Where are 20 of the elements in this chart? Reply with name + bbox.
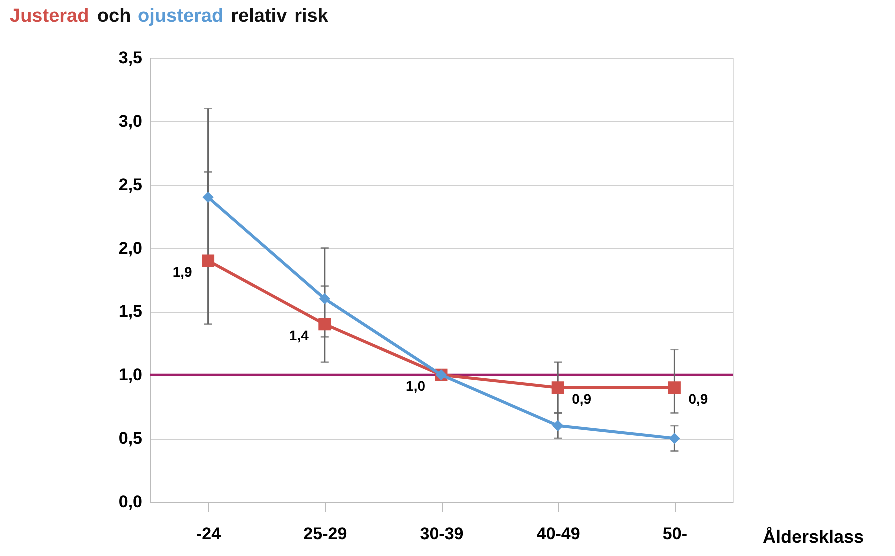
- y-tick-label: 0,5: [118, 429, 142, 448]
- y-tick-label: 1,5: [118, 302, 142, 322]
- x-tick-label: -24: [196, 524, 222, 544]
- y-tick-label: 2,0: [118, 238, 142, 258]
- y-tick-label: 0,0: [118, 492, 142, 512]
- data-label: 0,9: [572, 390, 592, 407]
- y-tick-label: 1,0: [118, 366, 142, 385]
- data-label: 0,9: [688, 390, 708, 407]
- x-tick-label: 40-49: [536, 524, 580, 544]
- data-label: 1,4: [289, 327, 310, 344]
- x-tick-label: 25-29: [304, 524, 348, 544]
- x-axis-title: Åldersklass: [763, 527, 864, 547]
- data-label: 1,0: [406, 378, 426, 394]
- y-tick-label: 3,5: [118, 48, 142, 68]
- chart-title: Justerad och ojusterad relativ risk: [10, 6, 329, 27]
- x-tick-label: 50-: [662, 524, 688, 544]
- y-tick-label: 2,5: [118, 175, 142, 194]
- data-label: 1,9: [172, 264, 193, 280]
- x-tick-label: 30-39: [420, 524, 464, 544]
- y-tick-label: 3,0: [118, 112, 142, 131]
